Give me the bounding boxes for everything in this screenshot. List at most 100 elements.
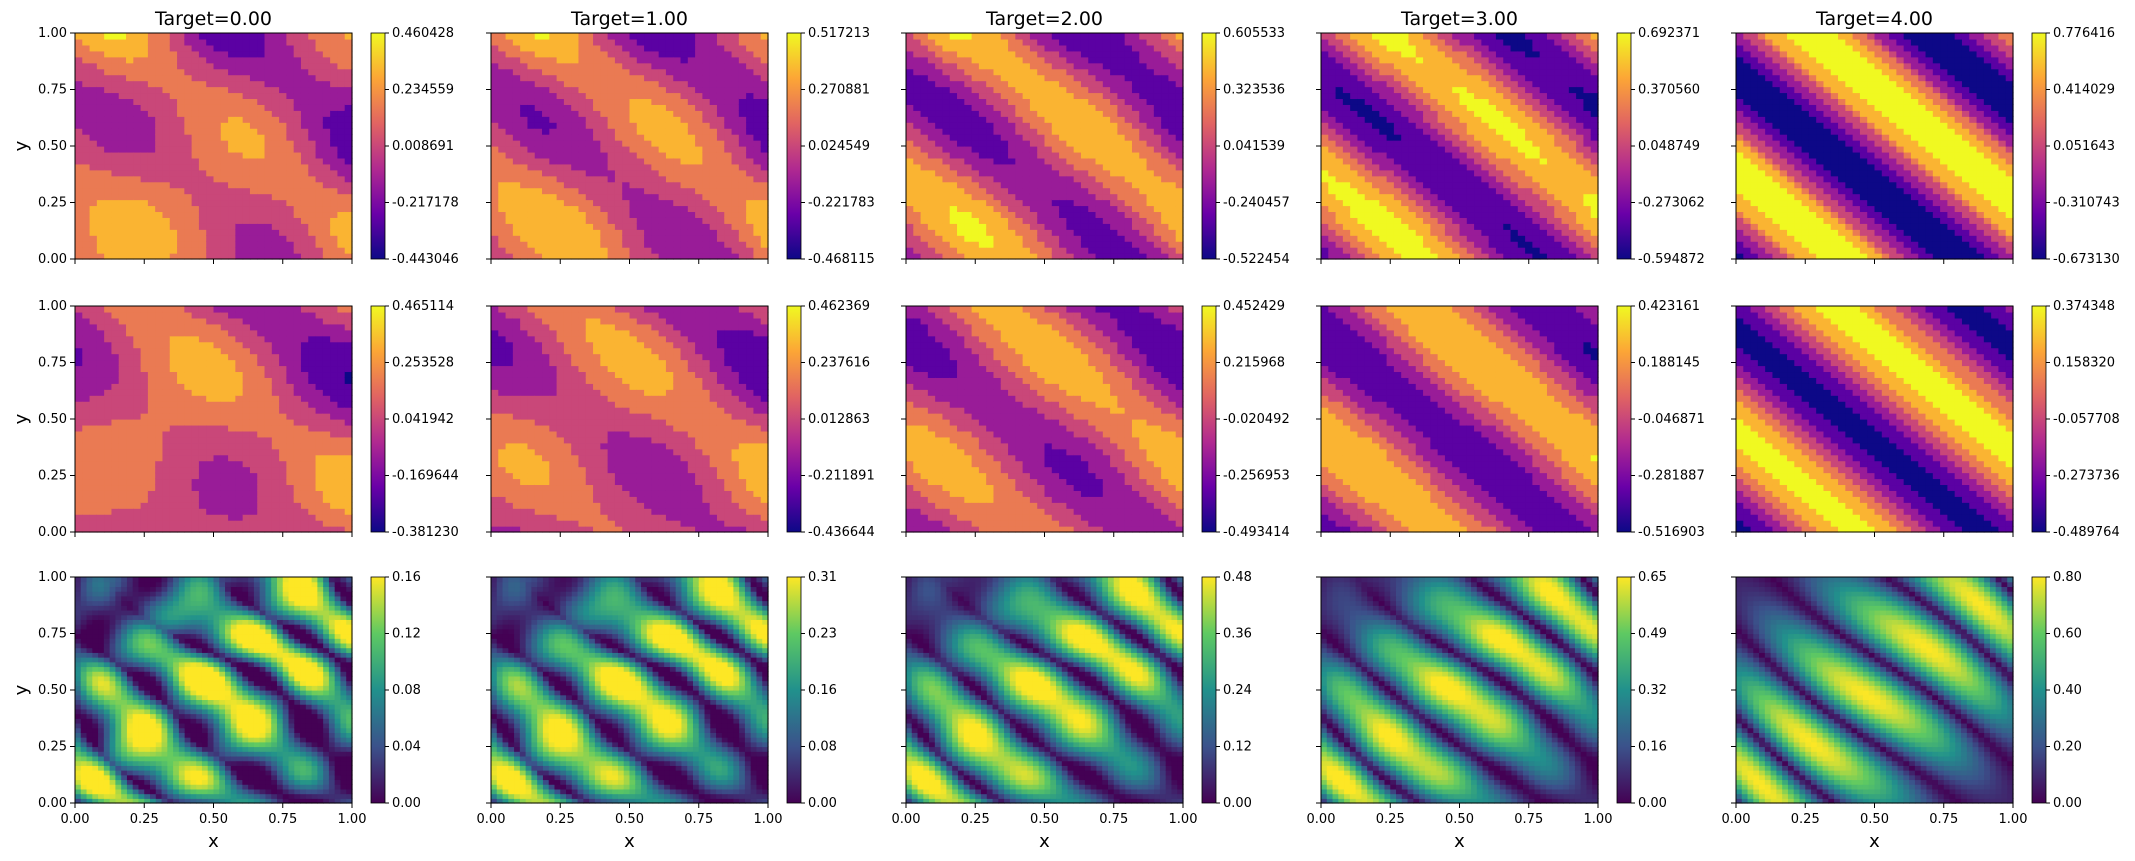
panel-r2-c4: 0.423161 0.188145 -0.046871 -0.281887 -0.516… [1316,299,1705,540]
field-image [491,306,769,533]
panel-r3-c3: 0.00 0.25 0.50 0.75 1.00 x 0.48 0.36 0.24 0.12 0.0… [892,570,1252,852]
y-tick-label: 0.25 [38,469,67,484]
colorbar-tick-label: 0.48 [1223,570,1252,585]
colorbar: 0.462369 0.237616 0.012863 -0.211891 -0.4366… [786,299,875,540]
panel-r3-c5: 0.00 0.25 0.50 0.75 1.00 x 0.80 0.60 0.40 0.20 0.0… [1722,570,2082,852]
field-image [906,33,1184,260]
panel-r2-c1: 0.00 0.25 0.50 0.75 1.00 y 0.465114 0.253528 0.0… [11,299,459,540]
colorbar-tick-label: -0.489764 [2053,525,2120,540]
x-tick-label: 1.00 [1169,812,1198,827]
x-tick-label: 0.25 [546,812,575,827]
colorbar-gradient [1201,576,1217,804]
field-image [491,577,769,804]
colorbar-tick-label: 0.605533 [1223,26,1285,41]
y-axis-label: y [11,140,32,151]
colorbar-gradient [786,32,802,260]
x-tick-label: 0.00 [61,812,90,827]
x-tick-label: 1.00 [1999,812,2028,827]
colorbar-tick-label: 0.008691 [392,139,454,154]
panel-title: Target=1.00 [570,8,688,30]
x-tick-label: 0.25 [1376,812,1405,827]
y-tick-label: 0.75 [38,356,67,371]
field-image [1736,577,2014,804]
colorbar-tick-label: 0.158320 [2053,356,2115,371]
field-image [1736,33,2014,260]
colorbar-tick-label: -0.221783 [808,196,875,211]
y-tick-label: 0.50 [38,683,67,698]
x-tick-label: 0.50 [615,812,644,827]
x-tick-label: 0.25 [130,812,159,827]
colorbar-tick-label: -0.217178 [392,196,459,211]
panel-r1-c1: Target=0.00 0.00 0.25 0.50 0.75 1.00 y 0.460428… [11,8,459,267]
panel-r3-c1: 0.000.000.250.250.500.500.750.751.001.00… [11,570,421,852]
x-axis-label: x [1454,831,1465,852]
field-image [491,33,769,260]
colorbar-tick-label: 0.08 [392,683,421,698]
colorbar-tick-label: 0.051643 [2053,139,2115,154]
colorbar-tick-label: 0.270881 [808,83,870,98]
y-tick-label: 0.50 [38,412,67,427]
colorbar-tick-label: 0.048749 [1638,139,1700,154]
x-tick-label: 0.25 [1791,812,1820,827]
colorbar-tick-label: 0.776416 [2053,26,2115,41]
colorbar-tick-label: 0.04 [392,740,421,755]
colorbar-tick-label: -0.443046 [392,252,459,267]
field-image [1321,306,1599,533]
x-tick-label: 0.75 [268,812,297,827]
colorbar-tick-label: 0.517213 [808,26,870,41]
colorbar-tick-label: -0.493414 [1223,525,1290,540]
colorbar: 0.460428 0.234559 0.008691 -0.217178 -0.4430… [370,26,459,267]
colorbar: 0.465114 0.253528 0.041942 -0.169644 -0.3812… [370,299,459,540]
panel-title: Target=2.00 [985,8,1103,30]
colorbar-tick-label: 0.65 [1638,570,1667,585]
panel-r1-c3: Target=2.00 0.605533 0.323536 0.041539 -0.24… [901,8,1290,267]
colorbar-tick-label: 0.012863 [808,412,870,427]
colorbar-tick-label: 0.12 [1223,740,1252,755]
panel-r3-c4: 0.00 0.25 0.50 0.75 1.00 x 0.65 0.49 0.32 0.16 0.0… [1307,570,1667,852]
panel-grid: Target=0.00 0.00 0.25 0.50 0.75 1.00 y 0.460428… [11,8,2120,852]
panel-r1-c5: Target=4.00 0.776416 0.414029 0.051643 -0.31… [1731,8,2120,267]
colorbar-tick-label: 0.31 [808,570,837,585]
colorbar-tick-label: -0.281887 [1638,469,1705,484]
x-tick-label: 0.75 [684,812,713,827]
colorbar-tick-label: -0.436644 [808,525,875,540]
x-tick-label: 0.50 [1030,812,1059,827]
colorbar-gradient [370,32,386,260]
colorbar-gradient [1616,32,1632,260]
colorbar-tick-label: 0.215968 [1223,356,1285,371]
x-tick-label: 0.50 [1860,812,1889,827]
y-tick-label: 1.00 [38,26,67,41]
y-axis-label: y [11,684,32,695]
y-tick-label: 1.00 [38,299,67,314]
x-axis-label: x [208,831,219,852]
y-tick-label: 0.50 [38,139,67,154]
colorbar-tick-label: -0.057708 [2053,412,2120,427]
colorbar-tick-label: 0.00 [1638,796,1667,811]
panel-r1-c2: Target=1.00 0.517213 0.270881 0.024549 -0.22… [486,8,875,267]
colorbar-tick-label: 0.452429 [1223,299,1285,314]
panel-r2-c3: 0.452429 0.215968 -0.020492 -0.256953 -0.493… [901,299,1290,540]
x-tick-label: 0.50 [199,812,228,827]
field-image [1736,306,2014,533]
colorbar-gradient [786,305,802,533]
panel-title: Target=0.00 [154,8,272,30]
colorbar-tick-label: 0.00 [2053,796,2082,811]
colorbar-tick-label: 0.36 [1223,627,1252,642]
colorbar-tick-label: 0.041942 [392,412,454,427]
y-tick-label: 1.00 [38,570,67,585]
colorbar-tick-label: -0.169644 [392,469,459,484]
colorbar-gradient [2031,32,2047,260]
colorbar-tick-label: 0.16 [1638,740,1667,755]
x-tick-label: 0.75 [1929,812,1958,827]
field-image [1321,33,1599,260]
colorbar-tick-label: -0.310743 [2053,196,2120,211]
colorbar-tick-label: 0.414029 [2053,83,2115,98]
colorbar-tick-label: -0.273062 [1638,196,1705,211]
colorbar-tick-label: 0.460428 [392,26,454,41]
colorbar-tick-label: 0.423161 [1638,299,1700,314]
row-1: Target=0.00 0.00 0.25 0.50 0.75 1.00 y 0.460428… [11,8,2120,267]
x-tick-label: 0.75 [1099,812,1128,827]
field-image [906,306,1184,533]
x-tick-label: 0.00 [1307,812,1336,827]
colorbar: 0.605533 0.323536 0.041539 -0.240457 -0.5224… [1201,26,1290,267]
